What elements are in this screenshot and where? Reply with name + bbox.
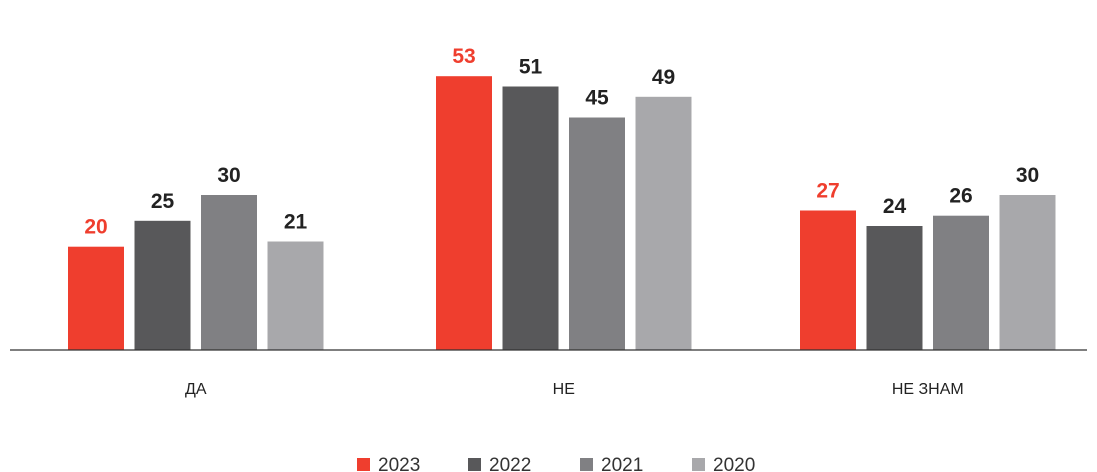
data-label-не-2021: 45 (585, 87, 609, 110)
data-label-не-2022: 51 (519, 56, 543, 79)
bars-group (68, 76, 1056, 350)
bar-не-2020 (635, 96, 692, 350)
data-label-не-знам-2022: 24 (883, 195, 907, 218)
category-label-0: ДА (185, 381, 207, 398)
bar-не-2022 (502, 86, 559, 350)
bar-да-2021 (201, 195, 257, 350)
legend-swatch-2022 (468, 458, 481, 471)
bar-да-2023 (68, 246, 124, 350)
data-label-да-2022: 25 (151, 190, 175, 213)
legend-label-2020: 2020 (713, 455, 755, 472)
data-label-да-2023: 20 (84, 216, 107, 239)
data-label-не-2023: 53 (452, 45, 475, 68)
bar-не-2021 (569, 117, 625, 350)
category-label-1: НЕ (553, 381, 575, 398)
category-labels-group: ДА НЕ НЕ ЗНАМ (185, 381, 964, 398)
data-label-не-знам-2021: 26 (949, 185, 972, 208)
data-label-да-2021: 30 (217, 164, 240, 187)
legend-swatch-2023 (357, 458, 370, 471)
legend-swatch-2021 (580, 458, 593, 471)
bar-да-2022 (134, 220, 191, 350)
legend-label-2021: 2021 (601, 455, 643, 472)
bar-не-2023 (436, 76, 492, 350)
bar-не-знам-2022 (866, 226, 923, 350)
data-label-не-знам-2023: 27 (816, 180, 839, 203)
legend-label-2022: 2022 (489, 455, 531, 472)
bar-не-знам-2020 (999, 195, 1056, 350)
legend-swatch-2020 (692, 458, 705, 471)
bar-не-знам-2021 (933, 215, 989, 350)
legend: 2023 2022 2021 2020 (357, 455, 755, 472)
data-label-да-2020: 21 (284, 211, 308, 234)
data-label-не-2020: 49 (652, 66, 675, 89)
bar-не-знам-2023 (800, 210, 856, 350)
bar-да-2020 (267, 241, 324, 350)
data-label-не-знам-2020: 30 (1016, 164, 1039, 187)
value-labels-group: 20 25 30 21 53 51 45 49 27 24 26 30 (84, 45, 1039, 239)
legend-label-2023: 2023 (378, 455, 420, 472)
category-label-2: НЕ ЗНАМ (892, 381, 964, 398)
